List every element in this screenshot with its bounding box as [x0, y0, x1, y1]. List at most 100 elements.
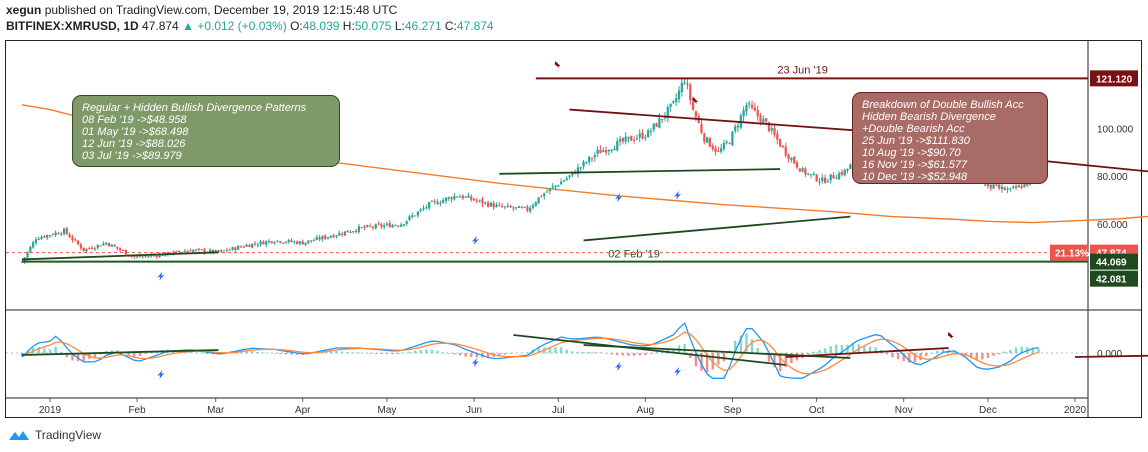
- candle-body: [582, 161, 585, 167]
- price-candle: [178, 250, 181, 254]
- candle-body: [683, 82, 686, 84]
- publisher-name[interactable]: xegun: [6, 3, 42, 17]
- price-candle: [357, 223, 361, 234]
- bullish-divergence-note[interactable]: Regular + Hidden Bullish Divergence Patt…: [72, 95, 340, 167]
- price-candle: [837, 171, 841, 181]
- price-candle: [661, 118, 664, 123]
- macd-histogram-bar: [537, 348, 540, 354]
- x-tick-label: Feb: [128, 405, 146, 416]
- price-candle: [383, 222, 386, 230]
- price-candle: [734, 123, 737, 134]
- macd-histogram-bar: [745, 333, 748, 354]
- open-label: O:: [290, 19, 303, 33]
- candle-body: [520, 207, 523, 209]
- macd-histogram-bar: [599, 352, 602, 354]
- candle-body: [307, 240, 310, 243]
- candle-body: [1012, 186, 1015, 188]
- candle-body: [576, 167, 580, 174]
- close-value: 47.874: [456, 19, 494, 33]
- macd-histogram-bar: [267, 352, 271, 354]
- macd-histogram-bar: [1020, 346, 1023, 354]
- price-candle: [604, 146, 608, 156]
- price-candle: [630, 135, 633, 141]
- candle-body: [593, 154, 596, 158]
- price-candle: [259, 239, 262, 247]
- price-candle: [23, 257, 26, 264]
- candle-body: [425, 207, 428, 209]
- candle-body: [391, 224, 394, 228]
- bearish-breakdown-note[interactable]: Breakdown of Double Bullish Acc Hidden B…: [852, 92, 1048, 184]
- candle-body: [138, 255, 141, 257]
- macd-histogram-bar: [458, 353, 462, 356]
- price-candle: [829, 174, 832, 184]
- macd-histogram-bar: [352, 352, 355, 354]
- price-marker-box: [1090, 270, 1138, 287]
- candle-body: [624, 136, 627, 142]
- note-line: 16 Nov '19 ->$61.577: [862, 159, 968, 171]
- candle-body: [444, 197, 448, 201]
- tradingview-footer[interactable]: TradingView: [8, 428, 101, 442]
- candle-body: [144, 255, 147, 257]
- price-candle: [79, 242, 83, 251]
- symbol-name[interactable]: BITFINEX:XMRUSD, 1D: [6, 19, 139, 33]
- price-candle: [742, 106, 745, 122]
- candle-body: [228, 249, 231, 251]
- price-candle: [832, 172, 835, 179]
- candle-body: [40, 236, 43, 239]
- price-candle: [537, 197, 540, 205]
- price-candle: [677, 86, 681, 103]
- candle-body: [736, 125, 740, 128]
- price-candle: [71, 234, 74, 243]
- candle-body: [239, 246, 243, 248]
- price-candle: [618, 135, 622, 146]
- macd-histogram-bar: [593, 351, 596, 354]
- candle-body: [823, 177, 827, 183]
- macd-histogram-bar: [874, 347, 877, 354]
- price-candle: [669, 103, 672, 112]
- price-candle: [124, 249, 127, 255]
- candle-body: [531, 205, 535, 208]
- high-label: H:: [342, 19, 355, 33]
- candle-body: [565, 178, 568, 181]
- candle-body: [472, 198, 476, 201]
- candle-body: [821, 177, 824, 181]
- candle-body: [296, 241, 299, 245]
- macd-histogram-bar: [374, 353, 377, 354]
- price-candle: [610, 149, 613, 154]
- candle-body: [630, 136, 633, 141]
- candle-body: [46, 234, 49, 238]
- price-candle: [986, 183, 990, 189]
- price-candle: [596, 146, 599, 158]
- price-candle: [394, 224, 397, 227]
- price-candle: [447, 196, 450, 202]
- candle-body: [352, 231, 355, 233]
- low-value: 46.271: [404, 19, 442, 33]
- open-value: 48.039: [302, 19, 340, 33]
- candle-body: [436, 201, 439, 205]
- price-candle: [616, 137, 619, 152]
- candle-body: [644, 137, 647, 139]
- candle-body: [338, 232, 341, 236]
- pct-badge-label: 21.13%: [1055, 249, 1089, 260]
- price-candle: [472, 198, 476, 202]
- macd-histogram-bar: [413, 350, 417, 354]
- candle-body: [568, 175, 571, 178]
- candle-body: [826, 181, 829, 183]
- macd-histogram-bar: [565, 349, 568, 354]
- candle-body: [517, 206, 521, 208]
- price-candle: [408, 215, 411, 222]
- candle-body: [68, 234, 71, 238]
- macd-histogram-bar: [82, 353, 85, 362]
- candle-body: [284, 242, 288, 244]
- price-candle: [728, 142, 731, 145]
- support-label: 02 Feb '19: [608, 249, 660, 261]
- candle-body: [26, 251, 29, 258]
- note-line: Hidden Bearish Divergence: [862, 111, 996, 123]
- price-candle: [239, 245, 243, 248]
- candle-body: [242, 246, 245, 248]
- price-candle: [133, 255, 136, 260]
- price-candle: [655, 122, 658, 128]
- x-tick-label: Aug: [636, 405, 654, 416]
- price-candle: [815, 173, 818, 182]
